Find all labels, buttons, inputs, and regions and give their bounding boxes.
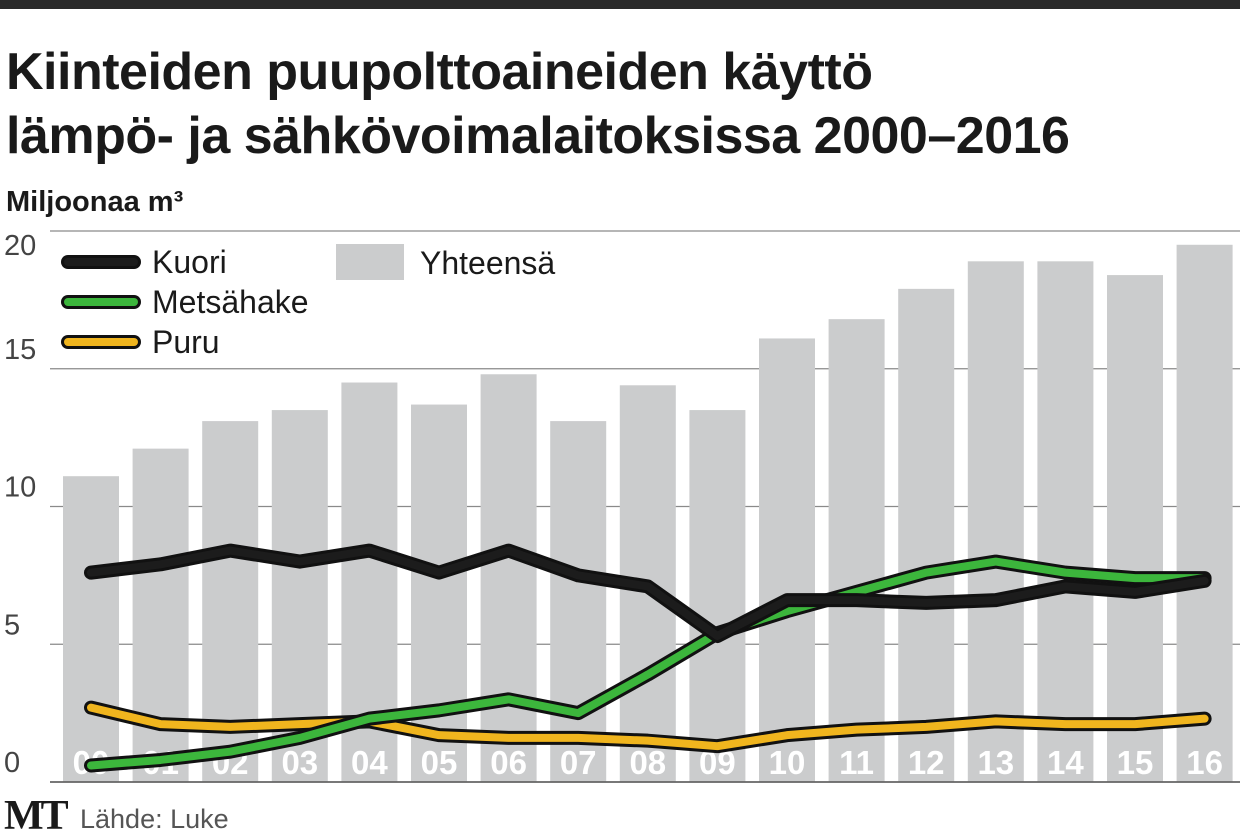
x-tick-label: 11: [839, 744, 874, 781]
x-tick-label: 06: [490, 744, 527, 781]
bar-yhteensa: [898, 288, 955, 782]
y-tick-label: 10: [4, 472, 36, 504]
source-note: Lähde: Luke: [80, 804, 229, 834]
bar-yhteensa: [1037, 261, 1094, 782]
y-tick-label: 5: [4, 609, 20, 641]
top-rule: [0, 0, 1240, 9]
series-line-kuori: [87, 546, 1209, 640]
x-tick-label: 14: [1047, 744, 1084, 781]
legend-label-puru: Puru: [152, 324, 220, 360]
x-tick-label: 07: [560, 744, 597, 781]
x-tick-label: 04: [351, 744, 388, 781]
x-tick-label: 05: [421, 744, 458, 781]
bar-yhteensa: [550, 421, 607, 782]
legend-label-yhteensa: Yhteensä: [420, 245, 555, 281]
bar-yhteensa: [63, 476, 119, 782]
y-axis-unit-label: Miljoonaa m³: [6, 186, 184, 218]
x-tick-label: 12: [908, 744, 945, 781]
bar-yhteensa: [689, 410, 746, 782]
x-tick-label: 10: [769, 744, 806, 781]
y-tick-label: 15: [4, 334, 36, 366]
x-tick-label: 03: [281, 744, 318, 781]
x-tick-label: 08: [629, 744, 666, 781]
legend-label-metsahake: Metsähake: [152, 284, 309, 320]
y-tick-label: 0: [4, 747, 20, 779]
bar-yhteensa: [828, 319, 885, 782]
x-tick-label: 15: [1117, 744, 1154, 781]
series-line-metsahake: [87, 557, 1209, 770]
x-tick-label: 16: [1186, 744, 1223, 781]
legend-swatch-yhteensa: [336, 244, 404, 280]
chart-title: Kiinteiden puupolttoaineiden käyttö lämp…: [6, 40, 1236, 168]
y-tick-label: 20: [4, 230, 36, 262]
bar-yhteensa: [480, 374, 537, 782]
legend-label-kuori: Kuori: [152, 244, 227, 280]
bar-yhteensa: [967, 261, 1024, 782]
bar-yhteensa: [1176, 244, 1233, 782]
brand-logo: MT: [4, 793, 69, 839]
x-tick-label: 13: [977, 744, 1014, 781]
chart-title-line-2: lämpö- ja sähkövoimalaitoksissa 2000–201…: [6, 107, 1070, 165]
bar-yhteensa: [132, 448, 189, 782]
series-line-puru: [87, 703, 1209, 751]
bar-yhteensa: [1107, 275, 1163, 782]
chart-title-line-1: Kiinteiden puupolttoaineiden käyttö: [6, 43, 873, 101]
bar-yhteensa: [759, 338, 815, 782]
